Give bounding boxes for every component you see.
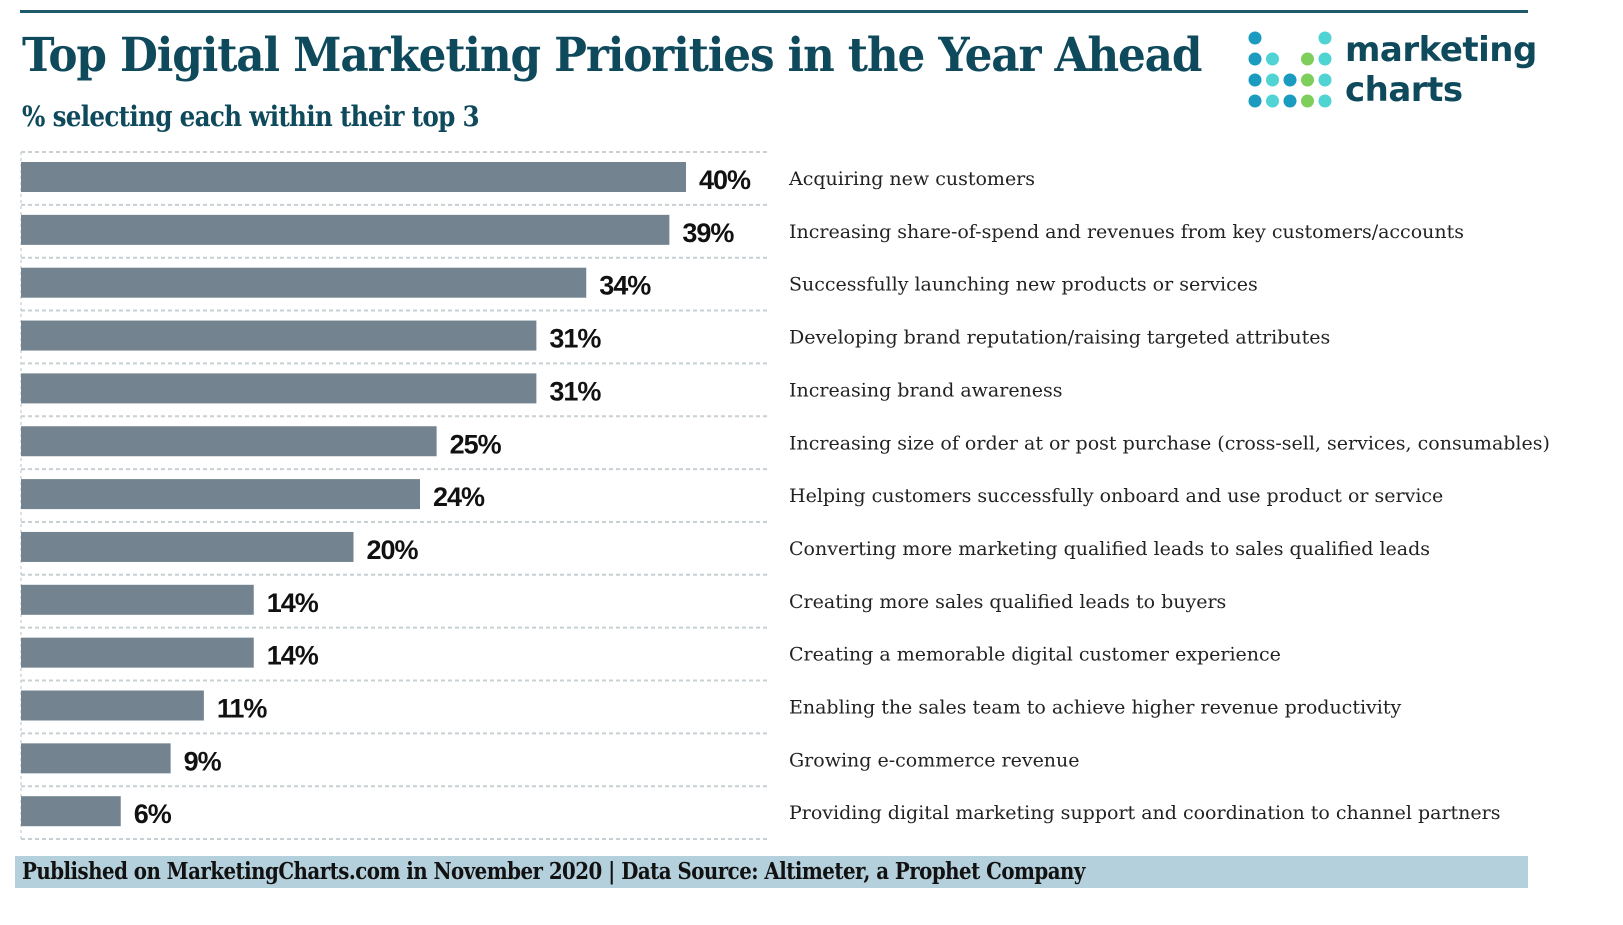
logo-dot: [1301, 52, 1314, 66]
category-label: Converting more marketing qualified lead…: [789, 538, 1430, 560]
source-footer: Published on MarketingCharts.com in Nove…: [15, 856, 1528, 888]
logo-dot: [1283, 73, 1297, 87]
bar: [21, 320, 537, 351]
category-label: Increasing size of order at or post purc…: [789, 432, 1550, 454]
bar: [21, 373, 537, 404]
bar: [21, 162, 686, 192]
logo-dot: [1318, 31, 1332, 45]
data-label: 11%: [217, 694, 268, 724]
category-labels: Acquiring new customers Increasing share-…: [788, 168, 1550, 824]
category-label: Helping customers successfully onboard a…: [789, 485, 1443, 507]
category-label: Providing digital marketing support and …: [789, 802, 1500, 824]
bar: [21, 743, 171, 774]
data-label: 34%: [599, 271, 651, 301]
logo-wordmark: marketing charts: [1345, 30, 1537, 110]
data-labels: 40% 39% 34% 31% 31% 25% 24% 20% 14% 14% 11% 9% 6%: [134, 165, 752, 829]
logo-line-2: charts: [1345, 70, 1463, 110]
bar: [21, 584, 254, 615]
bar: [21, 479, 420, 510]
logo-dot: [1283, 94, 1297, 108]
logo-line-1: marketing: [1345, 30, 1537, 70]
category-label: Acquiring new customers: [788, 168, 1035, 190]
marketingcharts-logo: marketing charts: [1240, 28, 1537, 118]
data-label: 39%: [682, 218, 734, 248]
data-label: 14%: [267, 588, 319, 618]
logo-dot: [1266, 52, 1279, 66]
top-rule: [20, 10, 1528, 13]
logo-dot: [1318, 52, 1332, 66]
bars: [21, 162, 686, 827]
source-text: Published on MarketingCharts.com in Nove…: [22, 858, 1085, 885]
data-label: 40%: [699, 165, 751, 195]
data-label: 6%: [134, 799, 172, 829]
data-label: 31%: [549, 376, 601, 406]
category-label: Increasing brand awareness: [789, 379, 1063, 401]
data-label: 9%: [184, 746, 222, 776]
data-label: 25%: [450, 429, 502, 459]
category-label: Increasing share-of-spend and revenues f…: [789, 221, 1464, 243]
category-label: Successfully launching new products or s…: [789, 274, 1258, 296]
logo-dot: [1248, 94, 1262, 108]
logo-dot: [1266, 73, 1279, 87]
data-label: 31%: [549, 324, 601, 354]
bar: [21, 426, 437, 457]
bar: [21, 690, 204, 721]
category-label: Growing e-commerce revenue: [789, 749, 1080, 771]
logo-dot: [1248, 31, 1262, 45]
bar: [21, 637, 254, 668]
gridlines: [20, 151, 770, 841]
category-label: Enabling the sales team to achieve highe…: [789, 697, 1401, 719]
category-label: Creating a memorable digital customer ex…: [789, 644, 1281, 666]
bar: [21, 796, 121, 827]
logo-dot: [1248, 73, 1262, 87]
logo-dot: [1248, 52, 1262, 66]
logo-dot: [1301, 94, 1314, 108]
logo-dots-icon: [1248, 31, 1332, 108]
chart-title: Top Digital Marketing Priorities in the …: [22, 28, 1202, 83]
data-label: 14%: [267, 641, 319, 671]
bar: [21, 267, 587, 298]
logo-dot: [1266, 94, 1279, 108]
chart-subtitle: % selecting each within their top 3: [22, 100, 480, 133]
data-label: 24%: [433, 482, 485, 512]
logo-dot: [1301, 73, 1314, 87]
bar: [21, 531, 354, 562]
category-label: Developing brand reputation/raising targ…: [789, 327, 1330, 349]
data-label: 20%: [367, 535, 419, 565]
bar: [21, 214, 670, 245]
logo-dot: [1318, 73, 1332, 87]
logo-dot: [1318, 94, 1332, 108]
category-label: Creating more sales qualified leads to b…: [789, 591, 1226, 613]
